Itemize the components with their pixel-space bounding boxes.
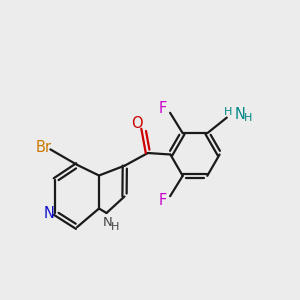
Text: N: N	[103, 215, 113, 229]
Text: N: N	[44, 206, 55, 220]
Text: Br: Br	[36, 140, 52, 155]
Text: O: O	[131, 116, 142, 130]
Text: N: N	[234, 107, 245, 122]
Text: H: H	[244, 113, 253, 123]
Text: H: H	[111, 221, 120, 232]
Text: H: H	[224, 106, 232, 117]
Text: F: F	[158, 101, 167, 116]
Text: F: F	[158, 193, 167, 208]
